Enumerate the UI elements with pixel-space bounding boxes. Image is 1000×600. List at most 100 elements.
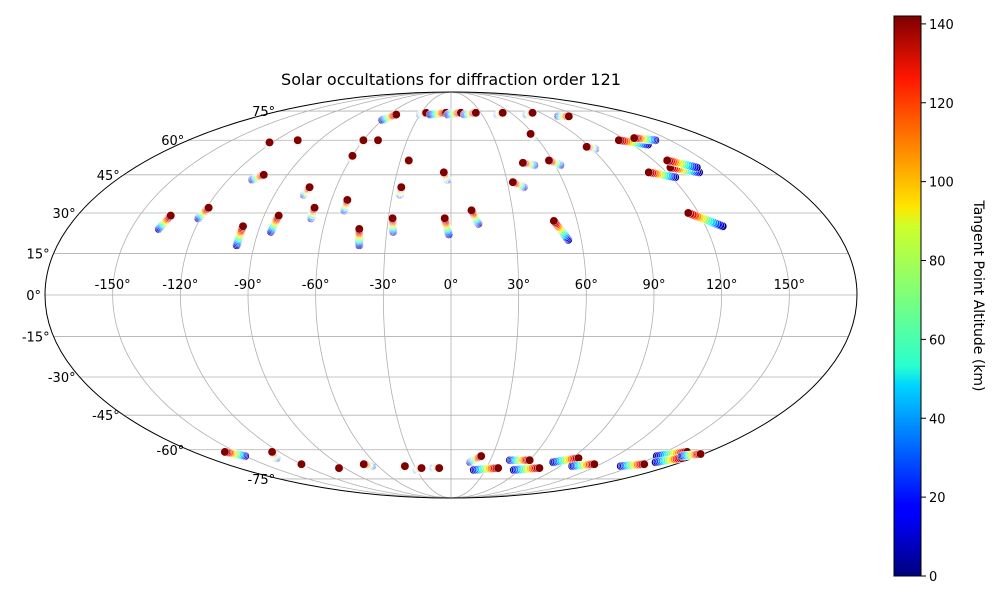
lon-tick-label: 60° <box>575 278 598 293</box>
occultation-track <box>465 451 486 467</box>
occultation-point <box>417 463 426 473</box>
chart-title: Solar occultations for diffraction order… <box>281 70 621 89</box>
lat-tick-label: 30° <box>53 207 76 222</box>
occultation-point <box>396 182 406 192</box>
occultation-track <box>553 111 574 121</box>
occultation-track <box>439 167 452 185</box>
occultation-track <box>399 461 410 473</box>
occultation-track <box>293 135 303 147</box>
occultation-track <box>526 129 537 141</box>
occultation-track <box>267 447 282 463</box>
lat-tick-label: -45° <box>92 409 120 424</box>
lat-tick-label: -60° <box>157 444 185 459</box>
occultation-point <box>564 111 574 121</box>
occultation-point <box>404 156 414 165</box>
occultation-point <box>614 135 624 145</box>
occultation-track <box>357 135 368 147</box>
occultation-track <box>377 110 401 125</box>
colorbar-tick-label: 120 <box>929 97 954 112</box>
occultation-track <box>263 137 274 150</box>
occultation-track <box>677 449 706 461</box>
occultation-track <box>567 459 599 471</box>
occultation-track <box>467 205 483 229</box>
occultation-track <box>372 135 383 147</box>
occultation-track <box>629 133 660 145</box>
occultation-point <box>259 170 269 180</box>
occultation-track <box>651 453 687 467</box>
occultation-point <box>334 463 344 473</box>
occultation-point <box>388 213 397 223</box>
lon-tick-label: -150° <box>95 278 131 293</box>
occultation-track <box>508 177 529 192</box>
occultation-track <box>425 108 451 120</box>
colorbar-tick-label: 60 <box>929 333 946 348</box>
occultation-track <box>549 216 573 245</box>
occultation-track <box>662 156 702 173</box>
lat-tick-label: 0° <box>26 289 41 304</box>
occultation-track <box>388 213 398 237</box>
latitude-tick-labels: 75° 60° 45° 30° 15° 0° -15° -30° -45° -60° -75° <box>22 105 275 488</box>
occultation-track <box>403 156 414 168</box>
occultation-track <box>644 167 680 182</box>
lon-tick-label: -60° <box>302 278 330 293</box>
occultation-track <box>548 453 583 467</box>
occultation-point <box>528 108 537 118</box>
occultation-track <box>616 459 649 471</box>
occultation-point <box>359 459 369 469</box>
occultation-track <box>683 208 728 231</box>
occultation-point <box>498 108 508 118</box>
occultation-point <box>662 156 672 165</box>
lon-tick-label: -30° <box>369 278 397 293</box>
occultation-track <box>459 108 481 120</box>
occultation-point <box>696 449 706 459</box>
occultation-point <box>544 156 554 165</box>
occultation-point <box>582 142 592 152</box>
colorbar-ticks: 0 20 40 60 80 100 120 140 <box>921 18 954 585</box>
occultation-point <box>434 463 444 473</box>
lon-tick-label: 0° <box>444 278 459 293</box>
lat-tick-label: -15° <box>22 331 50 346</box>
lon-tick-label: 30° <box>507 278 530 293</box>
occultation-point <box>310 203 319 213</box>
occultation-track <box>412 463 426 475</box>
occultation-point <box>629 133 639 143</box>
graticule-grid <box>45 92 857 498</box>
occultation-point <box>354 224 364 234</box>
lon-tick-label: -90° <box>234 278 262 293</box>
occultation-point <box>508 177 518 187</box>
occultation-track <box>232 221 248 250</box>
colorbar: 0 20 40 60 80 100 120 140 Tangent Point Altitud… <box>893 15 986 585</box>
occultation-track <box>306 203 319 223</box>
occultation-track <box>297 459 308 471</box>
occultation-track <box>518 158 539 170</box>
occultation-track <box>354 224 364 250</box>
occultation-point <box>440 213 450 223</box>
lon-tick-label: 150° <box>774 278 805 293</box>
occultation-point <box>476 451 486 461</box>
occultation-point <box>204 203 214 213</box>
lat-tick-label: 75° <box>252 105 275 120</box>
colorbar-label: Tangent Point Altitude (km) <box>970 199 986 391</box>
occultation-track <box>334 463 344 475</box>
occultation-point <box>348 151 357 161</box>
map-boundary <box>44 91 858 499</box>
occultation-point <box>373 135 383 145</box>
occultation-point <box>644 167 654 177</box>
colorbar-tick-label: 20 <box>929 491 946 506</box>
colorbar-gradient <box>893 15 922 577</box>
occultation-point <box>265 137 274 147</box>
occultation-track <box>266 211 284 237</box>
lat-tick-label: -75° <box>247 473 275 488</box>
lon-tick-label: 90° <box>642 278 665 293</box>
occultation-point <box>166 211 176 221</box>
occultation-point <box>467 205 476 215</box>
occultation-point <box>525 455 535 465</box>
occultation-track <box>544 156 565 170</box>
occultation-point <box>549 216 559 226</box>
occultation-point <box>683 208 693 218</box>
lat-tick-label: -30° <box>48 371 76 386</box>
occultation-point <box>238 221 248 231</box>
occultation-point <box>526 129 536 139</box>
occultation-track <box>440 213 454 239</box>
